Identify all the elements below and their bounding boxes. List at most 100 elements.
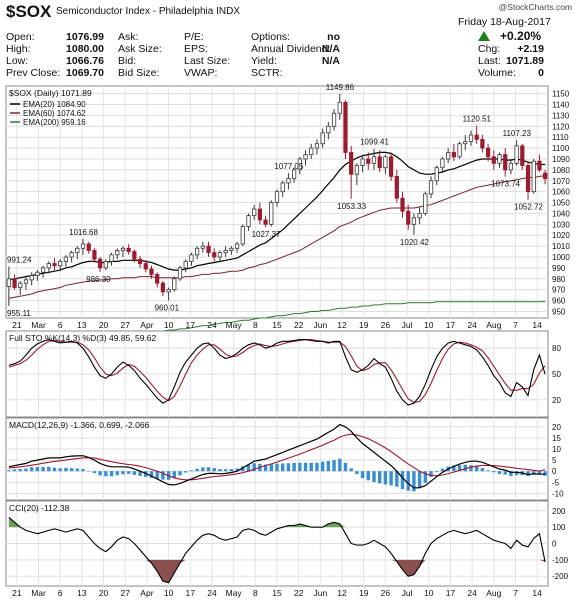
up-arrow-icon — [478, 31, 490, 41]
price-y-tick-label: 1130 — [552, 111, 570, 120]
yield-value: N/A — [321, 55, 340, 67]
cci-x-tick-label: 21 — [12, 588, 22, 598]
candle-body — [343, 101, 348, 153]
candle-body — [35, 271, 40, 276]
sto-k-line — [8, 339, 546, 406]
cci-x-tick-label: 10 — [164, 588, 174, 598]
annual-dividend-value: N/A — [321, 43, 340, 55]
candle-body — [354, 165, 359, 175]
price-annotation: 1149.86 — [326, 83, 355, 92]
macd-histogram-bar — [178, 471, 182, 476]
macd-histogram-bar — [47, 466, 51, 472]
macd-histogram-bar — [360, 471, 365, 479]
candle-body — [217, 252, 223, 258]
price-x-tick-label: 19 — [359, 320, 369, 330]
price-x-tick-label: Apr — [140, 320, 153, 330]
macd-histogram-bar — [144, 471, 148, 477]
cci-y-tick-label: 100 — [552, 523, 566, 532]
macd-histogram-bar — [263, 464, 268, 472]
price-y-tick-label: 1090 — [552, 155, 570, 164]
cci-y-tick-label: 200 — [552, 507, 566, 516]
price-y-tick-label: 960 — [552, 297, 566, 306]
sto-d-line — [8, 339, 546, 403]
cci-title: CCI(20) -112.38 — [9, 503, 70, 513]
cci-y-tick-label: -200 — [552, 572, 569, 581]
price-y-tick-label: 1010 — [552, 242, 570, 251]
candle-body — [434, 167, 439, 182]
price-annotation: 955.11 — [7, 309, 31, 318]
candle-body — [115, 250, 120, 256]
macd-histogram-bar — [235, 468, 239, 472]
candle-body — [485, 147, 491, 158]
last-size-label: Last Size: — [184, 55, 231, 67]
macd-histogram-bar — [280, 463, 285, 472]
macd-histogram-bar — [469, 465, 473, 472]
candle-body — [503, 154, 508, 171]
macd-histogram-bar — [532, 471, 536, 475]
legend-entry: EMA(20) 1084.90 — [23, 100, 86, 109]
candle-body — [92, 250, 97, 260]
macd-histogram-bar — [366, 471, 370, 481]
candle-body — [29, 275, 34, 281]
price-annotation: 1027.37 — [252, 230, 281, 239]
price-x-tick-label: 20 — [99, 320, 109, 330]
price-y-tick-label: 950 — [552, 307, 566, 316]
ticker-description: Semiconductor Index - Philadelphia INDX — [56, 6, 240, 17]
cci-line — [8, 516, 546, 584]
macd-histogram-bar — [292, 462, 296, 472]
macd-histogram-bar — [349, 468, 353, 472]
macd-histogram-bar — [35, 466, 40, 472]
macd-histogram-bar — [126, 471, 131, 474]
price-annotation: 1053.33 — [337, 202, 366, 211]
last-label: Last: — [478, 55, 501, 67]
candle-body — [292, 169, 297, 179]
ask-label: Ask: — [118, 31, 139, 43]
candle-body — [234, 243, 240, 249]
price-y-tick-label: 1140 — [552, 101, 570, 110]
price-y-tick-label: 1120 — [552, 122, 570, 131]
candle-body — [23, 279, 29, 284]
open-value: 1076.99 — [66, 31, 104, 43]
macd-histogram-bar — [406, 471, 410, 491]
macd-histogram-bar — [252, 463, 256, 472]
macd-histogram-bar — [303, 462, 308, 472]
candle-body — [18, 282, 23, 288]
macd-histogram-bar — [29, 467, 34, 472]
brand-link[interactable]: @StockCharts.com — [498, 2, 572, 12]
cci-x-tick-label: 22 — [294, 588, 304, 598]
volume-value: 0 — [538, 67, 544, 79]
cci-x-tick-label: 26 — [381, 588, 391, 598]
candle-body — [371, 156, 377, 164]
high-value: 1080.00 — [66, 43, 104, 55]
candle-body — [149, 268, 154, 275]
macd-histogram-bar — [457, 464, 462, 472]
candle-body — [497, 154, 502, 164]
price-x-tick-label: 17 — [446, 320, 456, 330]
cci-x-tick-label: 17 — [186, 588, 196, 598]
price-x-tick-label: Mar — [31, 320, 46, 330]
candle-body — [269, 202, 274, 225]
candle-body — [491, 156, 496, 164]
legend-entry: EMA(200) 959.16 — [23, 118, 86, 127]
macd-histogram-bar — [429, 471, 433, 477]
candle-body — [246, 215, 251, 227]
candle-body — [286, 178, 291, 184]
candle-body — [189, 254, 194, 262]
prev-close-value: 1069.70 — [66, 67, 104, 79]
cci-y-tick-label: -100 — [552, 556, 569, 565]
macd-y-tick-label: -5 — [552, 478, 560, 487]
price-title: $SOX (Daily) 1071.89 — [9, 88, 92, 98]
candle-body — [155, 274, 160, 284]
macd-histogram-bar — [189, 470, 194, 472]
candle-body — [160, 282, 166, 293]
price-annotation: 1099.41 — [360, 138, 389, 147]
candle-body — [520, 145, 525, 166]
macd-histogram-bar — [389, 471, 393, 486]
high-label: High: — [6, 43, 31, 55]
macd-y-tick-label: 20 — [552, 423, 561, 432]
macd-histogram-bar — [58, 468, 62, 472]
macd-histogram-bar — [383, 471, 388, 485]
price-x-tick-label: 24 — [207, 320, 217, 330]
price-x-tick-label: 13 — [77, 320, 87, 330]
macd-histogram-bar — [435, 471, 439, 473]
